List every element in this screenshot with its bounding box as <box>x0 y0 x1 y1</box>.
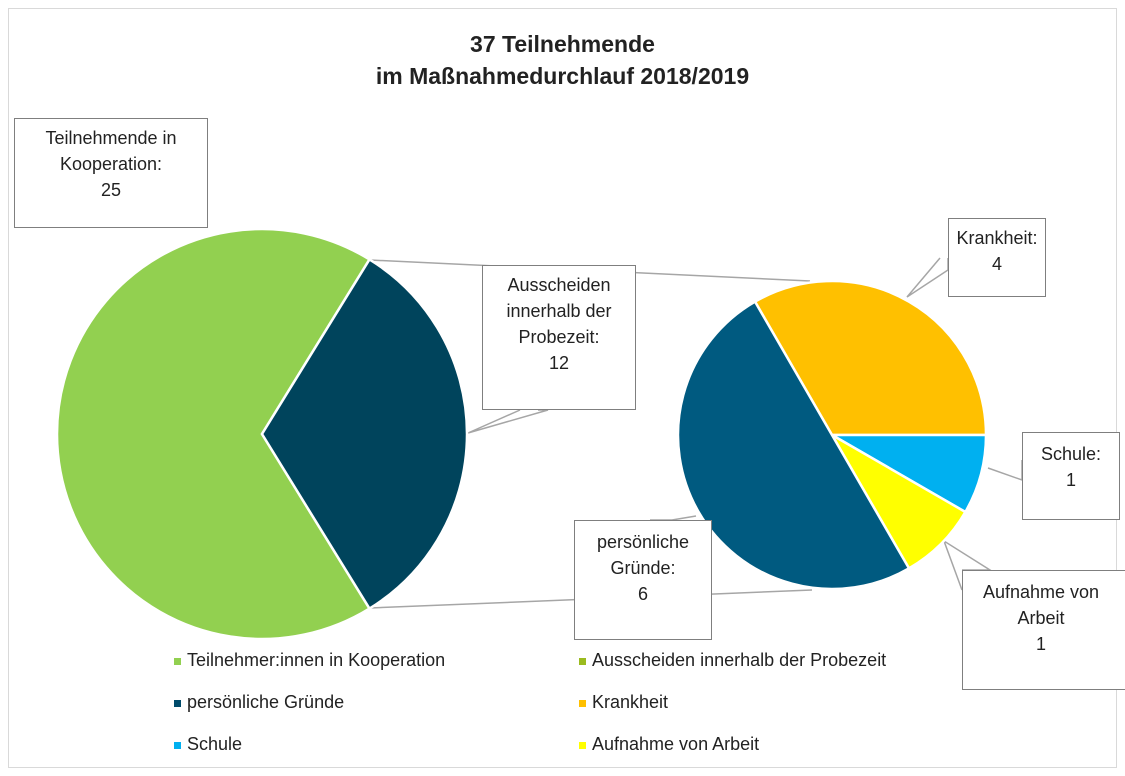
legend-swatch <box>174 657 181 665</box>
pie-slice <box>260 257 469 611</box>
data-label: Teilnehmende in Kooperation: 25 <box>14 118 208 228</box>
label-text: Krankheit: <box>956 228 1038 248</box>
data-label: Ausscheiden innerhalb der Probezeit: 12 <box>482 265 636 410</box>
label-value: 1 <box>1035 634 1046 654</box>
data-label: Krankheit: 4 <box>948 218 1046 297</box>
label-value: 12 <box>548 353 570 373</box>
legend-item: Schule <box>174 734 242 755</box>
data-label: persönliche Gründe: 6 <box>574 520 712 640</box>
label-text: Ausscheiden innerhalb der Probezeit: <box>506 275 612 347</box>
label-value: 25 <box>100 180 122 200</box>
legend-label: Teilnehmer:innen in Kooperation <box>187 650 446 670</box>
chart-title: 37 Teilnehmende <box>470 31 655 57</box>
legend-label: Ausscheiden innerhalb der Probezeit <box>592 650 887 670</box>
legend-label: Aufnahme von Arbeit <box>592 734 760 754</box>
legend-label: persönliche Gründe <box>187 692 345 712</box>
legend-swatch <box>579 699 586 707</box>
callout-pointer <box>467 409 549 434</box>
pie-slice <box>753 279 988 437</box>
legend-item: persönliche Gründe <box>174 692 344 713</box>
label-text: Schule: <box>1040 444 1102 464</box>
chart-title: im Maßnahmedurchlauf 2018/2019 <box>375 63 750 89</box>
legend-item: Aufnahme von Arbeit <box>579 734 759 755</box>
legend-swatch <box>579 741 586 749</box>
legend-item: Ausscheiden innerhalb der Probezeit <box>579 650 886 671</box>
legend-item: Krankheit <box>579 692 668 713</box>
legend-swatch <box>174 699 181 707</box>
pie-slice <box>676 299 911 591</box>
data-label: Schule: 1 <box>1022 432 1120 520</box>
label-text: persönliche Gründe: <box>596 532 690 578</box>
legend-item: Teilnehmer:innen in Kooperation <box>174 650 445 671</box>
label-value: 1 <box>1065 470 1076 490</box>
data-label: Aufnahme von Arbeit 1 <box>962 570 1125 690</box>
legend-swatch <box>579 657 586 665</box>
legend-label: Krankheit <box>592 692 669 712</box>
label-value: 4 <box>991 254 1002 274</box>
label-value: 6 <box>637 584 648 604</box>
label-text: Aufnahme von Arbeit <box>982 582 1100 628</box>
legend-label: Schule <box>187 734 243 754</box>
label-text: Teilnehmende in Kooperation: <box>45 128 177 174</box>
legend-swatch <box>174 741 181 749</box>
pie-slice <box>55 227 372 641</box>
